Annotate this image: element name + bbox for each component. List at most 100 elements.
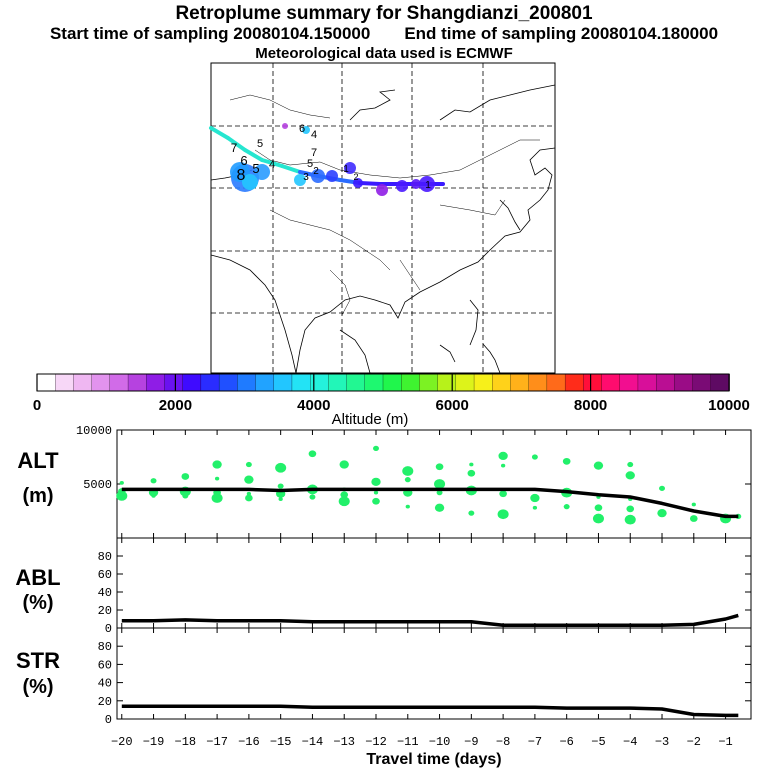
plume-number-label: 7 bbox=[231, 141, 238, 155]
alt-scatter-point bbox=[402, 466, 414, 476]
altitude-colorbar: 0 2000 4000 6000 8000 10000 Altitude (m) bbox=[33, 373, 750, 428]
plume-cluster bbox=[282, 123, 288, 129]
colorbar-cell bbox=[91, 373, 111, 392]
alt-scatter-point bbox=[373, 445, 379, 451]
colorbar-cell bbox=[273, 373, 293, 392]
plume-cluster bbox=[419, 176, 435, 192]
y-tick-label: 0 bbox=[105, 713, 112, 727]
colorbar-cell bbox=[36, 373, 56, 392]
time-series-panels: 100005000ALT(m)020406080ABL(%)020406080S… bbox=[15, 424, 752, 768]
alt-scatter-point bbox=[499, 490, 507, 498]
plume-cluster bbox=[411, 179, 421, 189]
alt-scatter-point bbox=[244, 475, 254, 484]
x-tick-label: −8 bbox=[496, 735, 510, 749]
colorbar-cell bbox=[109, 373, 129, 392]
str-line bbox=[121, 704, 739, 718]
abl-line bbox=[121, 613, 739, 628]
alt-scatter-point bbox=[469, 462, 474, 467]
colorbar-tick-label: 8000 bbox=[574, 397, 607, 414]
x-tick-label: −6 bbox=[559, 735, 573, 749]
x-tick-label: −5 bbox=[591, 735, 605, 749]
alt-scatter-point bbox=[116, 491, 128, 501]
alt-scatter-point bbox=[563, 504, 570, 510]
alt-scatter-point bbox=[405, 504, 410, 509]
alt-scatter-point bbox=[530, 493, 540, 503]
panel-yunit: (%) bbox=[22, 676, 53, 698]
panel-yunit: (%) bbox=[22, 592, 53, 614]
colorbar-cell bbox=[528, 373, 548, 392]
colorbar-cell bbox=[127, 373, 148, 392]
x-tick-label: −10 bbox=[429, 735, 451, 749]
alt-scatter-point bbox=[308, 450, 317, 458]
x-tick-label: −3 bbox=[655, 735, 669, 749]
colorbar-cell bbox=[382, 373, 402, 392]
plume-number-label: 4 bbox=[311, 129, 317, 141]
plume-track-segment bbox=[358, 181, 382, 186]
alt-scatter-point bbox=[691, 502, 696, 507]
alt-scatter-point bbox=[468, 510, 475, 516]
colorbar-cell bbox=[328, 373, 348, 392]
alt-scatter-point bbox=[436, 490, 443, 496]
alt-scatter-point bbox=[467, 469, 476, 477]
colorbar-cell bbox=[656, 373, 676, 392]
colorbar-cell bbox=[182, 373, 202, 392]
alt-scatter-point bbox=[373, 490, 379, 495]
colorbar-cell bbox=[164, 373, 184, 392]
plume-number-label: 1 bbox=[343, 164, 349, 175]
alt-scatter-point bbox=[245, 461, 252, 468]
borders bbox=[229, 94, 540, 316]
colorbar-cell bbox=[692, 373, 712, 392]
alt-scatter-point bbox=[562, 457, 571, 465]
colorbar-cell bbox=[218, 373, 239, 392]
plume-number-label: 6 bbox=[299, 123, 305, 135]
plume-cluster bbox=[326, 170, 338, 182]
colorbar-cells bbox=[36, 373, 730, 392]
alt-scatter-point bbox=[593, 461, 604, 470]
x-tick-label: −13 bbox=[333, 735, 355, 749]
plume-cluster bbox=[344, 162, 356, 174]
x-tick-label: −19 bbox=[143, 735, 165, 749]
panel-frame bbox=[116, 627, 752, 720]
colorbar-tick-label: 0 bbox=[33, 397, 41, 414]
colorbar-axis-label: Altitude (m) bbox=[332, 411, 409, 428]
colorbar-cell bbox=[674, 373, 694, 392]
alt-scatter-point bbox=[278, 497, 283, 501]
alt-scatter-point bbox=[277, 483, 284, 489]
plume-cluster bbox=[311, 169, 325, 183]
alt-scatter-point bbox=[497, 509, 509, 520]
colorbar-cell bbox=[583, 373, 603, 392]
alt-scatter-point bbox=[309, 494, 316, 500]
y-tick-label: 80 bbox=[98, 640, 112, 654]
alt-scatter-point bbox=[594, 504, 603, 512]
alt-scatter-point bbox=[659, 485, 665, 491]
plume-cluster bbox=[254, 164, 270, 180]
plume-cluster bbox=[376, 184, 388, 196]
colorbar-cell bbox=[200, 373, 220, 392]
alt-scatter-point bbox=[498, 451, 508, 461]
start-time-label: Start time of sampling 20080104.150000 bbox=[49, 24, 371, 43]
colorbar-cell bbox=[237, 373, 257, 392]
alt-scatter-point bbox=[275, 462, 287, 473]
plume-number-label: 5 bbox=[257, 138, 263, 150]
alt-scatter-point bbox=[339, 460, 349, 469]
y-tick-label: 20 bbox=[98, 604, 112, 618]
colorbar-tick-label: 4000 bbox=[297, 397, 330, 414]
x-tick-label: −1 bbox=[718, 735, 732, 749]
alt-scatter-point bbox=[592, 513, 604, 524]
colorbar-cell bbox=[364, 373, 384, 392]
panel-alt: 10000 5000 ALT (m) bbox=[17, 424, 752, 539]
plume-number-label: 5 bbox=[252, 161, 259, 176]
colorbar-cell bbox=[346, 373, 366, 392]
y-tick-label: 60 bbox=[98, 658, 112, 672]
alt-scatter-point bbox=[404, 477, 411, 483]
plume-number-label: 2 bbox=[313, 166, 319, 177]
plume-number-label: 6 bbox=[240, 153, 247, 168]
plume-cluster bbox=[294, 174, 306, 186]
alt-scatter-point bbox=[434, 503, 445, 512]
colorbar-cell bbox=[401, 373, 421, 392]
alt-scatter-point bbox=[626, 505, 635, 513]
colorbar-tick-label: 6000 bbox=[436, 397, 469, 414]
plume-cluster bbox=[353, 178, 363, 188]
